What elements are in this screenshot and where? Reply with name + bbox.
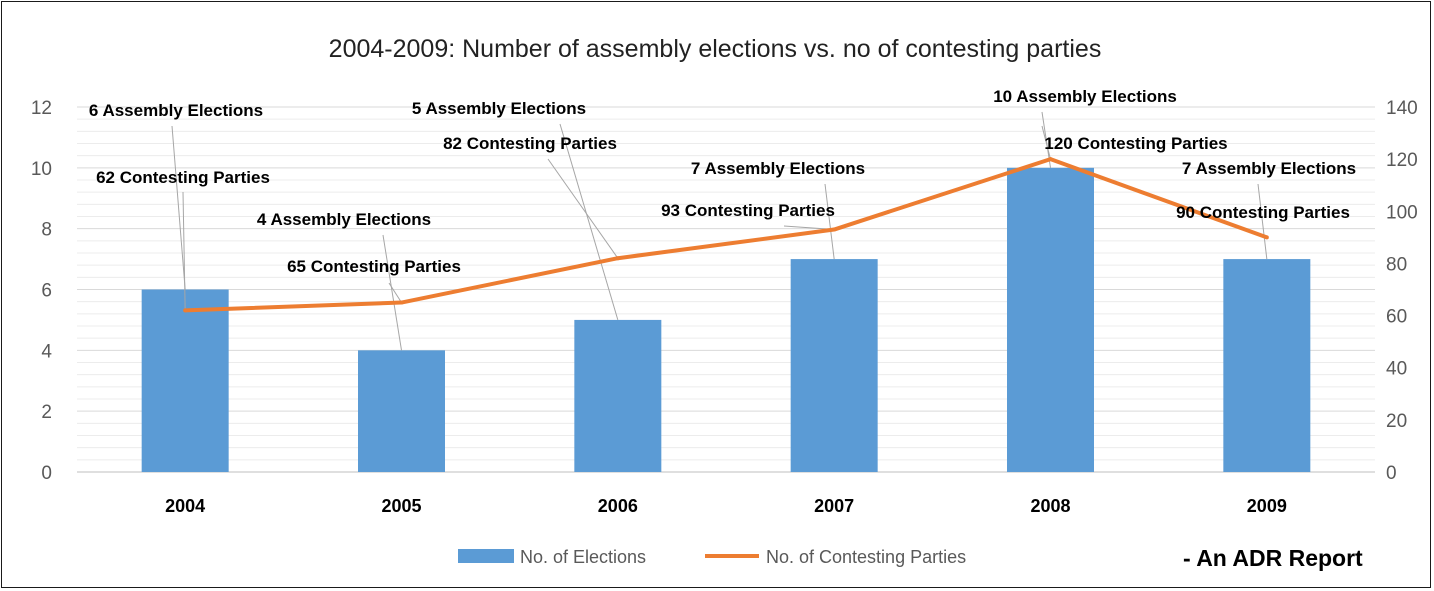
left-axis-tick: 6 bbox=[41, 281, 52, 302]
left-axis: 0 2 4 6 8 10 12 bbox=[31, 98, 53, 484]
bar-data-label: 7 Assembly Elections bbox=[1182, 159, 1356, 178]
leader-line bbox=[171, 125, 186, 290]
line-data-label: 93 Contesting Parties bbox=[661, 201, 835, 220]
category-axis: 2004 2005 2006 2007 2008 2009 bbox=[165, 496, 1287, 516]
legend: No. of Elections No. of Contesting Parti… bbox=[458, 547, 966, 567]
bar-series bbox=[141, 167, 1311, 473]
line-data-label: 65 Contesting Parties bbox=[287, 257, 461, 276]
bar-2008 bbox=[1007, 167, 1094, 473]
line-data-label: 82 Contesting Parties bbox=[443, 134, 617, 153]
bar-data-label: 6 Assembly Elections bbox=[89, 101, 263, 120]
source-note: - An ADR Report bbox=[1183, 545, 1363, 571]
bar-2007 bbox=[790, 259, 878, 472]
left-axis-tick: 0 bbox=[41, 463, 52, 484]
right-axis-tick: 100 bbox=[1386, 202, 1418, 223]
right-axis-tick: 80 bbox=[1386, 254, 1407, 275]
data-labels: 6 Assembly Elections 4 Assembly Elections… bbox=[89, 87, 1356, 276]
left-axis-tick: 2 bbox=[41, 402, 52, 423]
gridlines bbox=[77, 106, 1375, 473]
leader-line bbox=[1257, 183, 1268, 260]
right-axis-tick: 120 bbox=[1386, 150, 1418, 171]
category-label: 2004 bbox=[165, 496, 205, 516]
chart-title: 2004-2009: Number of assembly elections … bbox=[329, 35, 1102, 63]
bar-2009 bbox=[1223, 259, 1311, 472]
legend-label-bars: No. of Elections bbox=[520, 547, 646, 567]
right-axis-tick: 140 bbox=[1386, 98, 1418, 119]
category-label: 2007 bbox=[814, 496, 854, 516]
line-point-2006 bbox=[615, 256, 620, 261]
right-axis: 0 20 40 60 80 100 120 140 bbox=[1386, 98, 1418, 484]
leader-line bbox=[824, 183, 835, 260]
category-label: 2005 bbox=[381, 496, 421, 516]
line-point-2005 bbox=[399, 300, 404, 305]
right-axis-tick: 40 bbox=[1386, 359, 1407, 380]
bar-2005 bbox=[358, 350, 445, 472]
bar-2004 bbox=[141, 289, 229, 472]
leader-line bbox=[559, 123, 619, 321]
bar-data-label: 5 Assembly Elections bbox=[412, 99, 586, 118]
category-label: 2008 bbox=[1030, 496, 1070, 516]
leader-line bbox=[547, 158, 619, 259]
line-data-label: 62 Contesting Parties bbox=[96, 168, 270, 187]
line-point-2007 bbox=[832, 227, 837, 232]
line-data-label: 120 Contesting Parties bbox=[1044, 134, 1227, 153]
bar-data-label: 4 Assembly Elections bbox=[257, 210, 431, 229]
legend-swatch-bars bbox=[458, 549, 514, 563]
right-axis-tick: 60 bbox=[1386, 307, 1407, 328]
left-axis-tick: 10 bbox=[31, 159, 52, 180]
category-label: 2009 bbox=[1247, 496, 1287, 516]
leader-line bbox=[388, 282, 402, 303]
line-point-2008 bbox=[1048, 157, 1053, 162]
line-point-2004 bbox=[183, 308, 188, 313]
category-label: 2006 bbox=[598, 496, 638, 516]
left-axis-tick: 12 bbox=[31, 98, 52, 119]
bar-data-label: 7 Assembly Elections bbox=[691, 159, 865, 178]
leader-line bbox=[1041, 125, 1051, 160]
line-point-2009 bbox=[1264, 235, 1269, 240]
left-axis-tick: 8 bbox=[41, 220, 52, 241]
line-series bbox=[183, 157, 1269, 313]
right-axis-tick: 0 bbox=[1386, 463, 1397, 484]
bar-data-label: 10 Assembly Elections bbox=[993, 87, 1177, 106]
left-axis-tick: 4 bbox=[41, 341, 52, 362]
leader-line bbox=[382, 234, 402, 351]
bar-2006 bbox=[574, 319, 662, 472]
right-axis-tick: 20 bbox=[1386, 411, 1407, 432]
line-contesting-parties bbox=[185, 157, 1268, 313]
leader-line bbox=[182, 191, 186, 311]
line-data-label: 90 Contesting Parties bbox=[1176, 203, 1350, 222]
legend-label-line: No. of Contesting Parties bbox=[766, 547, 966, 567]
